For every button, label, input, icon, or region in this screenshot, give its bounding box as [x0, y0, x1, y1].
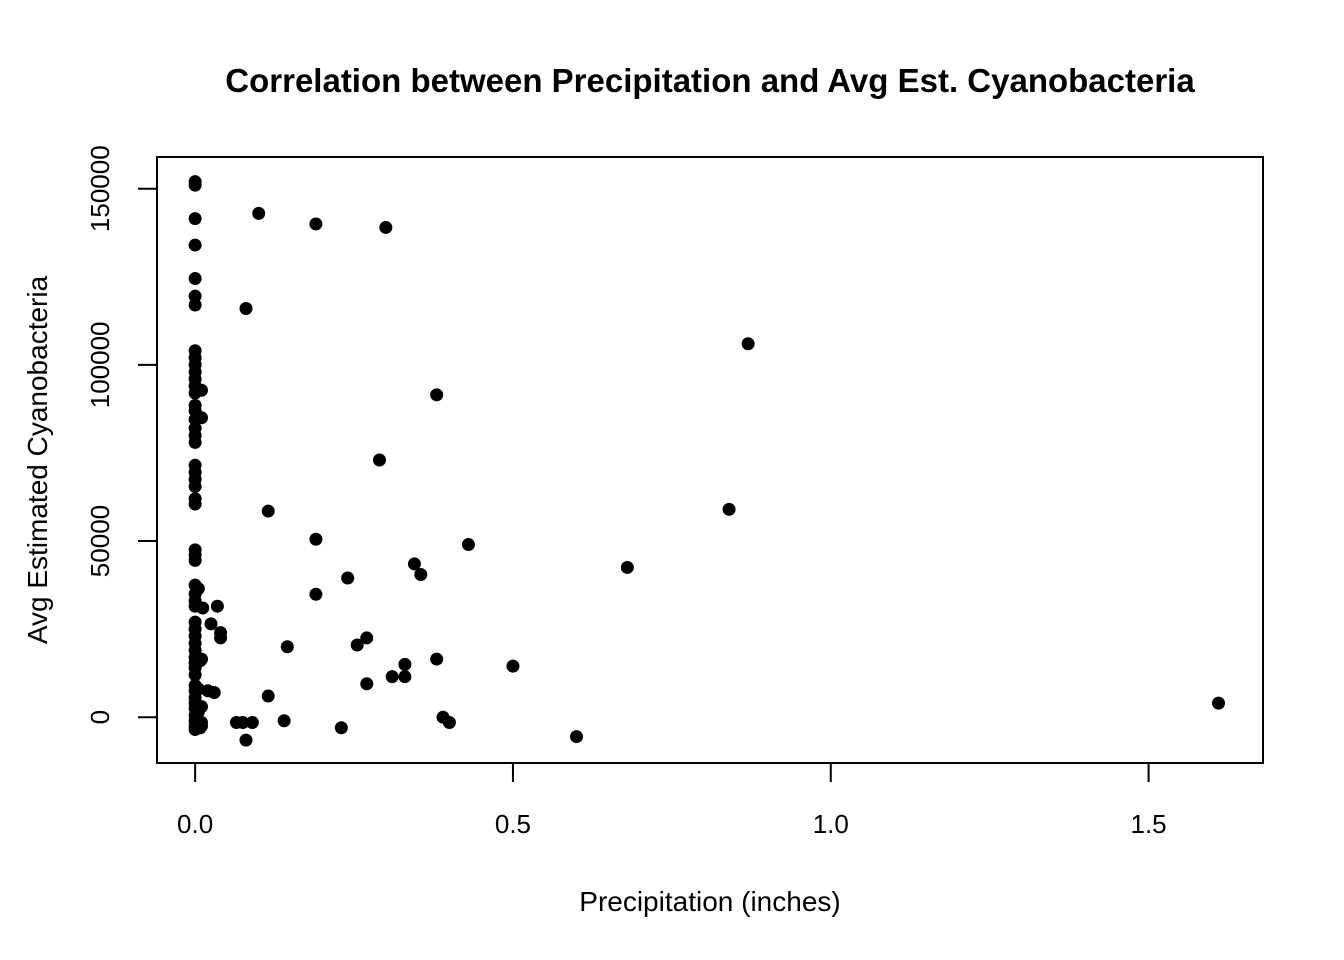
data-point — [309, 217, 323, 231]
data-point — [245, 715, 259, 729]
data-point — [430, 652, 444, 666]
data-point — [188, 272, 202, 286]
x-tick-label: 1.0 — [813, 809, 849, 839]
x-tick-label: 0.5 — [495, 809, 531, 839]
data-point — [188, 479, 202, 493]
data-point — [188, 212, 202, 226]
y-tick-label: 100000 — [85, 321, 115, 408]
data-point — [188, 178, 202, 192]
data-point — [360, 677, 374, 691]
data-point — [188, 298, 202, 312]
data-point — [280, 640, 294, 654]
data-point — [407, 557, 421, 571]
data-points — [188, 175, 1226, 747]
data-point — [210, 599, 224, 613]
data-point — [360, 631, 374, 645]
x-axis-label: Precipitation (inches) — [579, 886, 840, 917]
data-point — [309, 532, 323, 546]
data-point — [252, 206, 266, 220]
data-point — [1212, 696, 1226, 710]
data-point — [236, 715, 250, 729]
data-point — [442, 715, 456, 729]
data-point — [188, 497, 202, 511]
data-point — [194, 652, 208, 666]
data-point — [620, 560, 634, 574]
data-point — [741, 337, 755, 351]
data-point — [194, 411, 208, 425]
data-point — [261, 504, 275, 518]
data-point — [334, 721, 348, 735]
x-axis: 0.0 0.5 1.0 1.5 — [177, 762, 1167, 839]
data-point — [722, 502, 736, 516]
data-point — [239, 302, 253, 315]
y-axis: 0 50000 100000 150000 — [85, 145, 158, 724]
data-point — [204, 617, 218, 631]
chart-title: Correlation between Precipitation and Av… — [225, 62, 1195, 99]
data-point — [398, 657, 412, 671]
data-point — [430, 388, 444, 402]
data-point — [506, 659, 520, 673]
data-point — [188, 553, 202, 567]
data-point — [570, 730, 584, 744]
data-point — [277, 714, 291, 728]
data-point — [379, 220, 393, 234]
plot-frame — [156, 156, 1264, 764]
data-point — [461, 538, 475, 552]
data-point — [341, 571, 355, 585]
data-point — [188, 668, 202, 682]
y-tick-label: 0 — [85, 710, 115, 724]
y-tick-label: 150000 — [85, 145, 115, 232]
y-tick-label: 50000 — [85, 505, 115, 577]
data-point — [191, 582, 205, 596]
data-point — [385, 670, 399, 684]
data-point — [194, 719, 208, 733]
x-tick-label: 1.5 — [1131, 809, 1167, 839]
data-point — [350, 638, 364, 652]
data-point — [414, 568, 428, 582]
data-point — [188, 435, 202, 449]
y-axis-label: Avg Estimated Cyanobacteria — [22, 275, 53, 644]
data-point — [214, 631, 228, 645]
data-point — [194, 700, 208, 714]
data-point — [398, 670, 412, 684]
data-point — [309, 587, 323, 601]
data-point — [239, 733, 253, 747]
data-point — [207, 686, 221, 700]
data-point — [261, 689, 275, 703]
data-point — [188, 238, 202, 252]
data-point — [194, 383, 208, 397]
data-point — [372, 453, 386, 467]
x-tick-label: 0.0 — [177, 809, 213, 839]
data-point — [196, 601, 210, 615]
